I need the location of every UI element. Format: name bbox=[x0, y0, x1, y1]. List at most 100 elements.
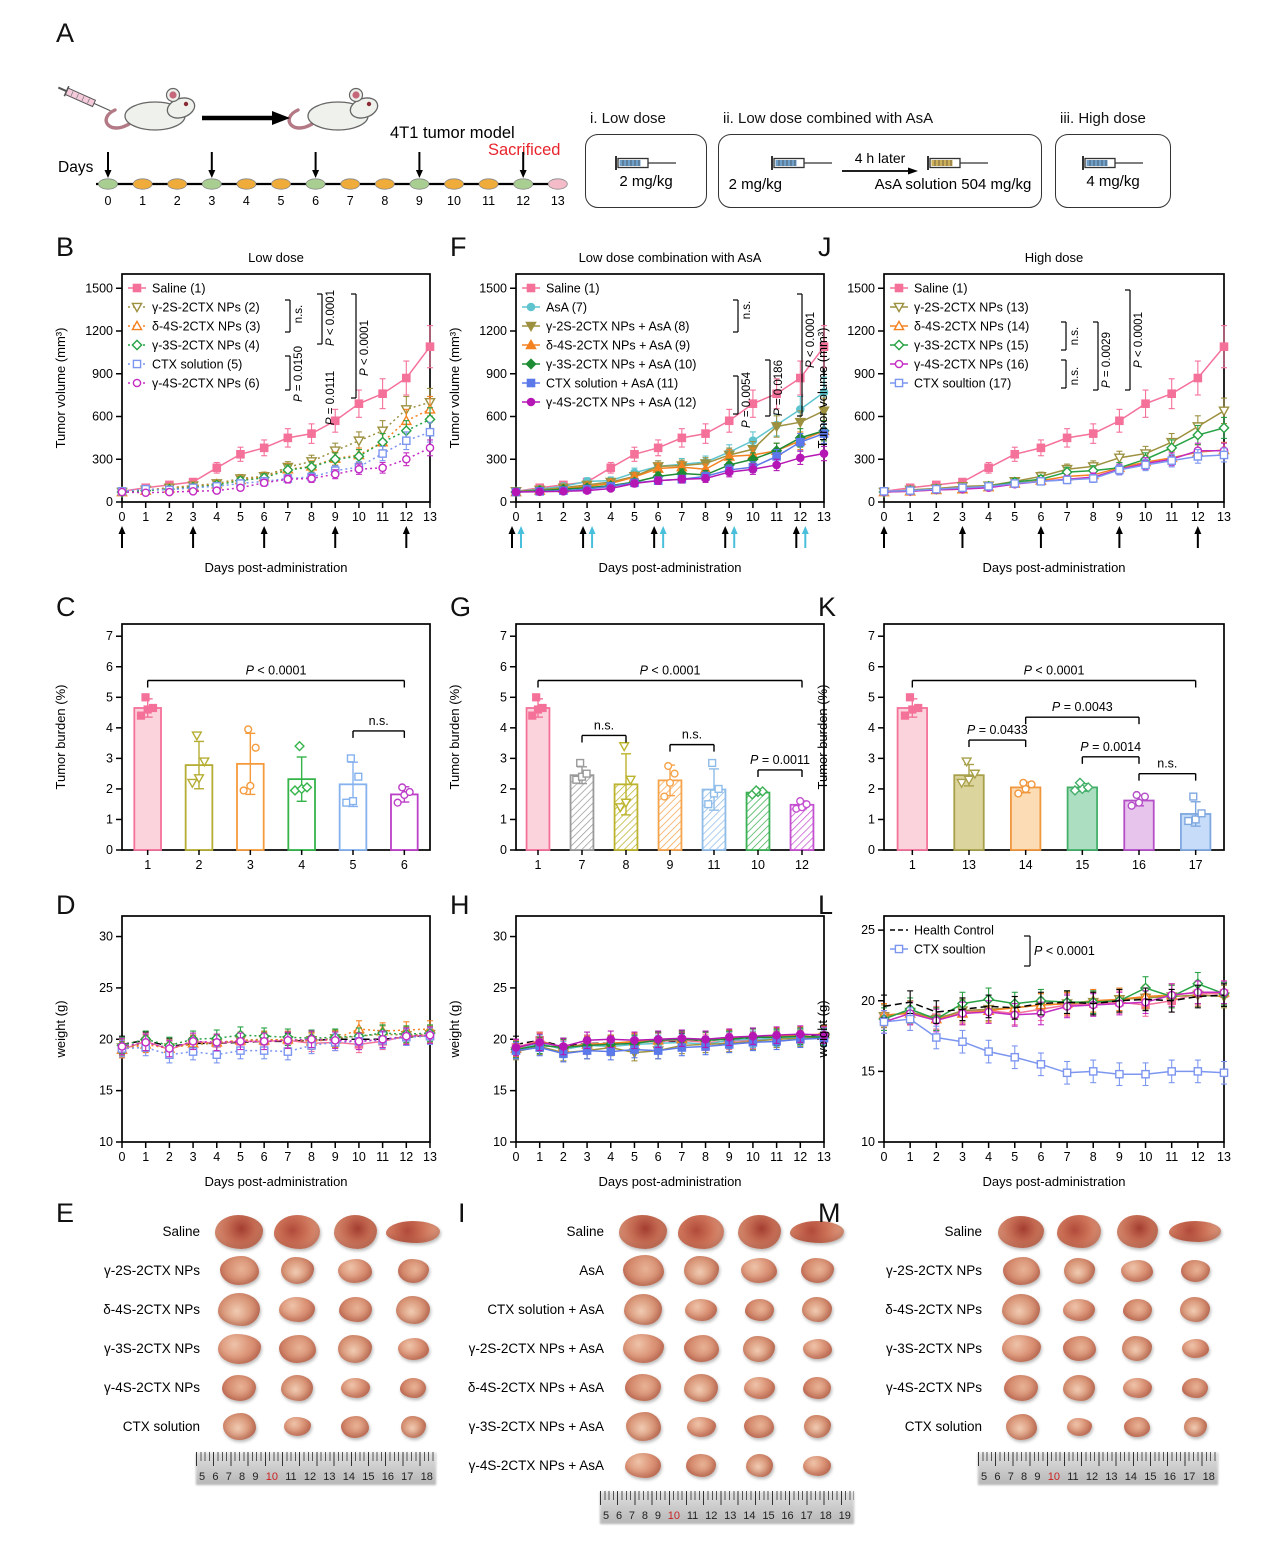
svg-text:0: 0 bbox=[500, 495, 507, 509]
svg-text:6: 6 bbox=[261, 510, 268, 524]
ruler-number: 6 bbox=[212, 1471, 219, 1483]
svg-text:Tumor volume (mm³): Tumor volume (mm³) bbox=[447, 328, 462, 449]
ruler-number: 7 bbox=[628, 1510, 636, 1522]
photo-row-label: γ-3S-2CTX NPs bbox=[885, 1341, 982, 1356]
tumor-photo bbox=[1166, 1251, 1224, 1290]
tumor-photo-row: γ-3S-2CTX NPs + AsA bbox=[444, 1407, 854, 1446]
svg-text:5: 5 bbox=[237, 510, 244, 524]
svg-text:6: 6 bbox=[655, 1150, 662, 1164]
ruler: 5 6 7 8 9 10 11 12 13 14 15 16 17 18 bbox=[196, 1452, 436, 1484]
tumor-blob bbox=[625, 1374, 661, 1401]
svg-text:4: 4 bbox=[213, 510, 220, 524]
ruler-number: 5 bbox=[199, 1471, 206, 1483]
tumor-photo-row: γ-4S-2CTX NPs bbox=[812, 1368, 1224, 1407]
tumor-photo bbox=[730, 1251, 788, 1290]
stat-label: P = 0.0111 bbox=[325, 371, 337, 425]
svg-text:7: 7 bbox=[106, 629, 113, 643]
svg-text:17: 17 bbox=[1189, 858, 1203, 872]
tumor-blob bbox=[790, 1220, 844, 1243]
stat-label: P = 0.0011 bbox=[750, 753, 810, 767]
ruler-number: 14 bbox=[743, 1510, 756, 1522]
svg-text:3: 3 bbox=[106, 751, 113, 765]
legend-entry: γ-4S-2CTX NPs (16) bbox=[914, 358, 1029, 372]
svg-text:4: 4 bbox=[500, 721, 507, 735]
svg-text:10: 10 bbox=[751, 858, 765, 872]
ruler-number: 9 bbox=[1034, 1471, 1041, 1483]
svg-text:9: 9 bbox=[332, 510, 339, 524]
syringe-icon bbox=[927, 155, 988, 170]
tumor-blob bbox=[222, 1374, 256, 1401]
tumor-blob bbox=[1004, 1374, 1038, 1401]
legend-entry: γ-3S-2CTX NPs + AsA (10) bbox=[546, 358, 696, 372]
tumor-photo bbox=[210, 1290, 268, 1329]
svg-text:Low dose: Low dose bbox=[248, 250, 304, 265]
svg-text:5: 5 bbox=[106, 690, 113, 704]
panel-d-label: D bbox=[56, 890, 76, 920]
ruler-number: 12 bbox=[1085, 1471, 1099, 1483]
tumor-photo bbox=[992, 1212, 1050, 1251]
stat-label: P < 0.0001 bbox=[246, 664, 307, 678]
tumor-blob bbox=[338, 1258, 372, 1283]
svg-text:Days post-administration: Days post-administration bbox=[204, 560, 347, 575]
svg-text:11: 11 bbox=[376, 510, 389, 524]
tumor-blob bbox=[737, 1214, 781, 1249]
tumor-photo bbox=[384, 1407, 442, 1446]
timeline-day-marker bbox=[201, 178, 222, 190]
tumor-blob bbox=[624, 1294, 662, 1325]
tumor-blob bbox=[625, 1412, 661, 1441]
svg-text:4: 4 bbox=[985, 510, 992, 524]
legend-entry: CTX solution + AsA (11) bbox=[546, 377, 678, 391]
svg-text:0: 0 bbox=[500, 843, 507, 857]
ruler-number: 8 bbox=[641, 1510, 648, 1522]
ruler-number: 18 bbox=[819, 1510, 832, 1522]
ruler-number: 11 bbox=[1067, 1471, 1079, 1483]
svg-text:0: 0 bbox=[119, 1150, 126, 1164]
arrow-icon bbox=[842, 167, 918, 174]
tumor-blob bbox=[338, 1297, 372, 1322]
tumor-blob bbox=[283, 1417, 311, 1436]
legend-entry: AsA (7) bbox=[546, 301, 587, 315]
tumor-photo bbox=[614, 1290, 672, 1329]
stat-label: P < 0.0001 bbox=[359, 320, 371, 376]
svg-text:Tumor burden (%): Tumor burden (%) bbox=[53, 685, 68, 790]
tumor-blob bbox=[386, 1220, 440, 1243]
legend-entry: δ-4S-2CTX NPs (3) bbox=[152, 320, 260, 334]
svg-text:7: 7 bbox=[347, 194, 354, 208]
tumor-photo bbox=[788, 1290, 846, 1329]
stat-label: n.s. bbox=[741, 301, 753, 320]
svg-text:12: 12 bbox=[795, 858, 809, 872]
svg-text:7: 7 bbox=[579, 858, 586, 872]
svg-text:300: 300 bbox=[486, 452, 507, 466]
svg-text:2: 2 bbox=[933, 1150, 940, 1164]
svg-text:8: 8 bbox=[623, 858, 630, 872]
tumor-blob bbox=[1124, 1416, 1150, 1437]
tumor-photo bbox=[210, 1212, 268, 1251]
tumor-blob bbox=[1122, 1298, 1152, 1321]
svg-text:2: 2 bbox=[174, 194, 181, 208]
dose-regimen-boxes: i. Low dose 2 mg/kg ii. Low dose combined … bbox=[0, 0, 1268, 230]
tumor-blob bbox=[1063, 1257, 1095, 1284]
tumor-photo bbox=[384, 1290, 442, 1329]
svg-text:10: 10 bbox=[493, 1135, 507, 1149]
timeline-day-marker bbox=[340, 178, 361, 190]
svg-text:2: 2 bbox=[560, 1150, 567, 1164]
legend-entry: CTX soultion bbox=[914, 943, 986, 957]
svg-text:1200: 1200 bbox=[479, 324, 507, 338]
tumor-photos-low-dose: Saline γ-2S-2CTX NPs δ-4S-2CTX NPs γ-3S-2CT… bbox=[50, 1212, 442, 1484]
tumor-blob bbox=[1183, 1416, 1207, 1437]
svg-text:1: 1 bbox=[144, 858, 151, 872]
stat-label: P = 0.0014 bbox=[1080, 740, 1141, 754]
tumor-photo bbox=[788, 1446, 846, 1485]
svg-text:8: 8 bbox=[1090, 1150, 1097, 1164]
timeline-day-marker bbox=[547, 178, 568, 190]
svg-text:30: 30 bbox=[99, 930, 113, 944]
svg-text:13: 13 bbox=[423, 1150, 437, 1164]
tumor-photo bbox=[210, 1407, 268, 1446]
svg-text:2: 2 bbox=[560, 510, 567, 524]
tumor-photo bbox=[614, 1407, 672, 1446]
tumor-photo bbox=[672, 1251, 730, 1290]
svg-text:300: 300 bbox=[854, 452, 875, 466]
